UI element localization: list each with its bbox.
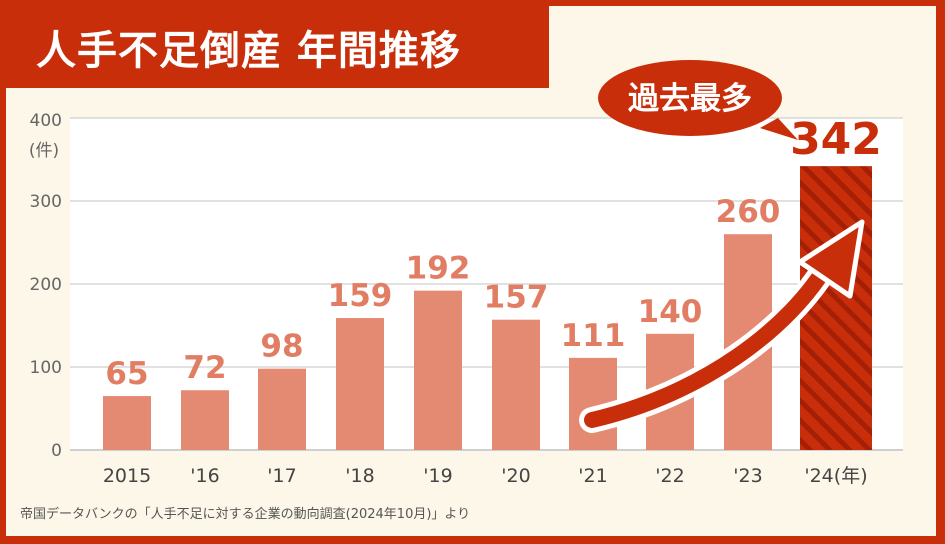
data-label: 98 [260, 329, 303, 365]
title-banner: 人手不足倒産 年間推移 [6, 6, 549, 88]
data-label: 260 [716, 194, 781, 230]
bar [414, 290, 462, 450]
source-note: 帝国データバンクの「人手不足に対する企業の動向調査(2024年10月)」より [20, 507, 471, 522]
y-tick-label: 300 [30, 192, 62, 212]
callout-text: 過去最多 [628, 81, 752, 117]
data-label: 111 [561, 318, 626, 354]
x-tick-label: '17 [267, 465, 296, 487]
chart-frame: 0 100 200 300 400 65 2015 72 '16 98 '17 159 '18 192 '… [6, 6, 936, 536]
data-label: 157 [484, 280, 549, 316]
record-callout: 過去最多 [598, 60, 798, 140]
data-label: 159 [328, 278, 393, 314]
y-tick-label: 200 [30, 275, 62, 295]
bar-chart: 0 100 200 300 400 65 2015 72 '16 98 '17 159 '18 192 '… [29, 60, 903, 487]
x-tick-label: '18 [345, 465, 374, 487]
data-label: 140 [638, 294, 703, 330]
x-tick-label: '21 [578, 465, 607, 487]
data-label: 65 [105, 356, 148, 392]
x-tick-label: '19 [423, 465, 452, 487]
y-tick-label: 0 [51, 441, 62, 461]
x-tick-label: '22 [655, 465, 684, 487]
y-tick-label: 100 [30, 358, 62, 378]
bar [181, 390, 229, 450]
y-tick-label: 400 [30, 111, 62, 131]
x-tick-label: 2015 [103, 465, 151, 487]
bar [103, 396, 151, 450]
x-tick-label: '20 [501, 465, 530, 487]
data-label: 72 [183, 350, 226, 386]
bar [800, 166, 872, 450]
data-label: 342 [790, 114, 882, 165]
x-tick-label: '24(年) [804, 465, 867, 487]
bar [492, 319, 540, 450]
x-tick-label: '23 [733, 465, 762, 487]
y-unit-label: (件) [29, 141, 59, 161]
x-tick-label: '16 [190, 465, 219, 487]
upward-trend-arrow [579, 219, 865, 433]
bar [258, 368, 306, 450]
bar [336, 318, 384, 450]
chart-title: 人手不足倒産 年間推移 [36, 28, 461, 74]
data-label: 192 [406, 251, 471, 287]
